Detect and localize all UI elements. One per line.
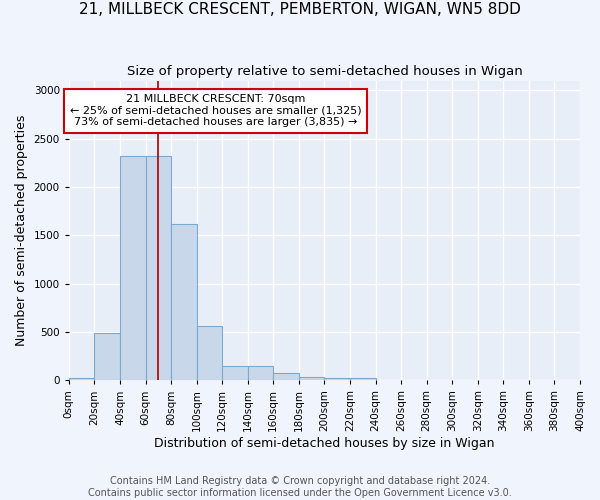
- Bar: [325, 378, 350, 380]
- Text: Contains HM Land Registry data © Crown copyright and database right 2024.
Contai: Contains HM Land Registry data © Crown c…: [88, 476, 512, 498]
- Bar: [146, 156, 171, 380]
- Bar: [197, 326, 222, 380]
- Bar: [222, 366, 248, 380]
- Text: 21 MILLBECK CRESCENT: 70sqm
← 25% of semi-detached houses are smaller (1,325)
73: 21 MILLBECK CRESCENT: 70sqm ← 25% of sem…: [70, 94, 362, 128]
- Bar: [94, 333, 120, 380]
- Bar: [69, 378, 94, 380]
- Bar: [171, 224, 197, 380]
- Bar: [299, 376, 325, 380]
- Bar: [350, 378, 376, 380]
- X-axis label: Distribution of semi-detached houses by size in Wigan: Distribution of semi-detached houses by …: [154, 437, 494, 450]
- Text: 21, MILLBECK CRESCENT, PEMBERTON, WIGAN, WN5 8DD: 21, MILLBECK CRESCENT, PEMBERTON, WIGAN,…: [79, 2, 521, 18]
- Y-axis label: Number of semi-detached properties: Number of semi-detached properties: [15, 115, 28, 346]
- Bar: [273, 373, 299, 380]
- Bar: [120, 156, 146, 380]
- Title: Size of property relative to semi-detached houses in Wigan: Size of property relative to semi-detach…: [127, 65, 522, 78]
- Bar: [248, 366, 273, 380]
